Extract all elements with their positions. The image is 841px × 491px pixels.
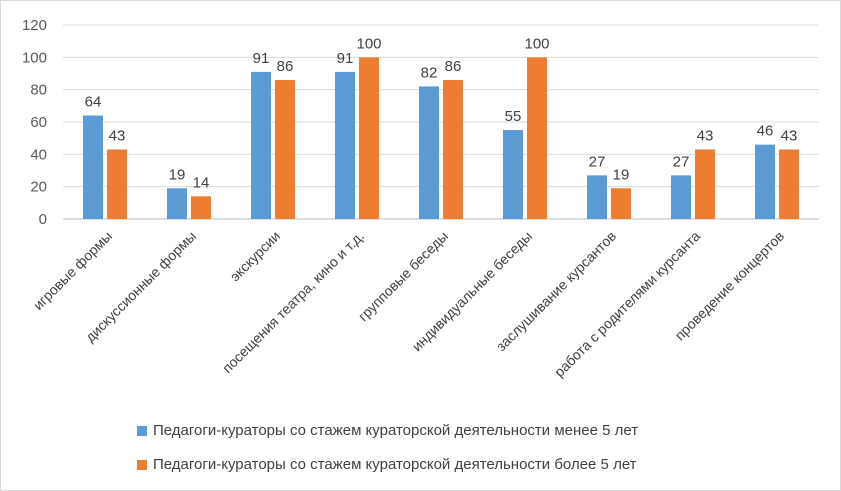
legend-entry-series-2: Педагоги-кураторы со стажем кураторской … (137, 456, 637, 473)
data-label: 91 (337, 50, 354, 67)
legend-label-series-2: Педагоги-кураторы со стажем кураторской … (153, 456, 637, 473)
bars (83, 57, 799, 220)
x-category-label: работа с родителями курсанта (551, 228, 703, 380)
y-tick-label: 100 (22, 49, 47, 66)
data-label: 91 (253, 50, 270, 67)
bar (107, 149, 127, 219)
data-label: 64 (85, 94, 102, 111)
bar (527, 57, 547, 220)
y-tick-label: 80 (30, 82, 47, 99)
x-category-label: посещения театра, кино и т.д. (219, 228, 367, 376)
bar (419, 86, 439, 219)
data-label: 14 (193, 174, 210, 191)
bar (443, 79, 463, 219)
bar (251, 71, 271, 219)
data-label: 19 (169, 166, 186, 183)
y-tick-label: 120 (22, 17, 47, 34)
y-axis-ticks: 0 20 40 60 80 100 120 (22, 17, 47, 228)
data-label: 82 (421, 64, 438, 81)
data-label: 43 (697, 127, 714, 144)
x-category-label: экскурсии (227, 228, 284, 285)
bar (503, 130, 523, 219)
data-label: 27 (673, 153, 690, 170)
legend-swatch-series-2 (137, 459, 147, 470)
bar (191, 196, 211, 219)
x-category-label: групповые беседы (355, 228, 451, 324)
data-label: 86 (445, 58, 462, 75)
bar (335, 71, 355, 219)
y-tick-label: 0 (39, 211, 47, 228)
x-category-label: игровые формы (30, 228, 115, 313)
legend-entry-series-1: Педагоги-кураторы со стажем кураторской … (137, 422, 638, 439)
data-label: 43 (781, 127, 798, 144)
legend-swatch-series-1 (137, 425, 147, 436)
data-label: 100 (524, 35, 549, 52)
y-tick-label: 40 (30, 146, 47, 163)
data-label: 46 (757, 123, 774, 140)
data-label: 100 (356, 35, 381, 52)
bar (695, 149, 715, 219)
bar (755, 144, 775, 219)
bar (275, 79, 295, 219)
bar (611, 188, 631, 219)
y-tick-label: 60 (30, 114, 47, 131)
bar (359, 57, 379, 220)
data-label: 86 (277, 58, 294, 75)
legend-label-series-1: Педагоги-кураторы со стажем кураторской … (153, 422, 639, 439)
data-label: 43 (109, 127, 126, 144)
gridlines (63, 24, 819, 220)
bar (83, 115, 103, 219)
data-label: 19 (613, 166, 630, 183)
data-label: 27 (589, 153, 606, 170)
data-label: 55 (505, 108, 522, 125)
bar (167, 188, 187, 219)
y-tick-label: 20 (30, 179, 47, 196)
bar (779, 149, 799, 219)
bar (671, 175, 691, 219)
bar (587, 175, 607, 219)
